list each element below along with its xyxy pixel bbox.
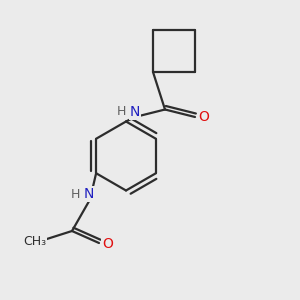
Text: N: N <box>83 187 94 201</box>
Text: H: H <box>117 105 126 118</box>
Text: O: O <box>103 238 113 251</box>
Text: H: H <box>70 188 80 201</box>
Text: CH₃: CH₃ <box>23 235 46 248</box>
Text: O: O <box>199 110 209 124</box>
Text: N: N <box>130 105 140 118</box>
